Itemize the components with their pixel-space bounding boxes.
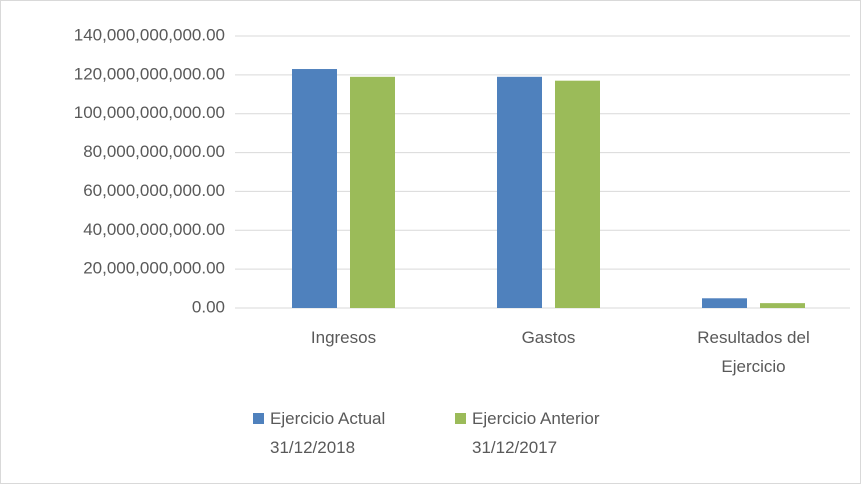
y-tick-label: 0.00 [192,297,225,316]
x-tick-label: Ingresos [310,328,377,347]
y-tick-label: 80,000,000,000.00 [83,142,225,161]
y-tick-label: 100,000,000,000.00 [74,103,225,122]
bar [350,76,395,308]
y-tick-label: 60,000,000,000.00 [83,181,225,200]
y-tick-label: 140,000,000,000.00 [74,25,225,44]
bar [497,76,542,308]
y-tick-label: 40,000,000,000.00 [83,220,225,239]
legend-swatch [455,413,466,424]
x-tick-label: Gastos [521,328,576,347]
bar [702,298,747,308]
legend-label: Ejercicio Actual 31/12/2018 [270,409,386,457]
legend-swatch [253,413,264,424]
x-tick-label: Resultados del Ejercicio [697,328,810,376]
y-tick-label: 120,000,000,000.00 [74,64,225,83]
legend-label: Ejercicio Anterior 31/12/2017 [472,409,600,457]
y-tick-label: 20,000,000,000.00 [83,259,225,278]
bar [555,80,600,308]
bar [292,69,337,309]
bar [760,303,805,308]
